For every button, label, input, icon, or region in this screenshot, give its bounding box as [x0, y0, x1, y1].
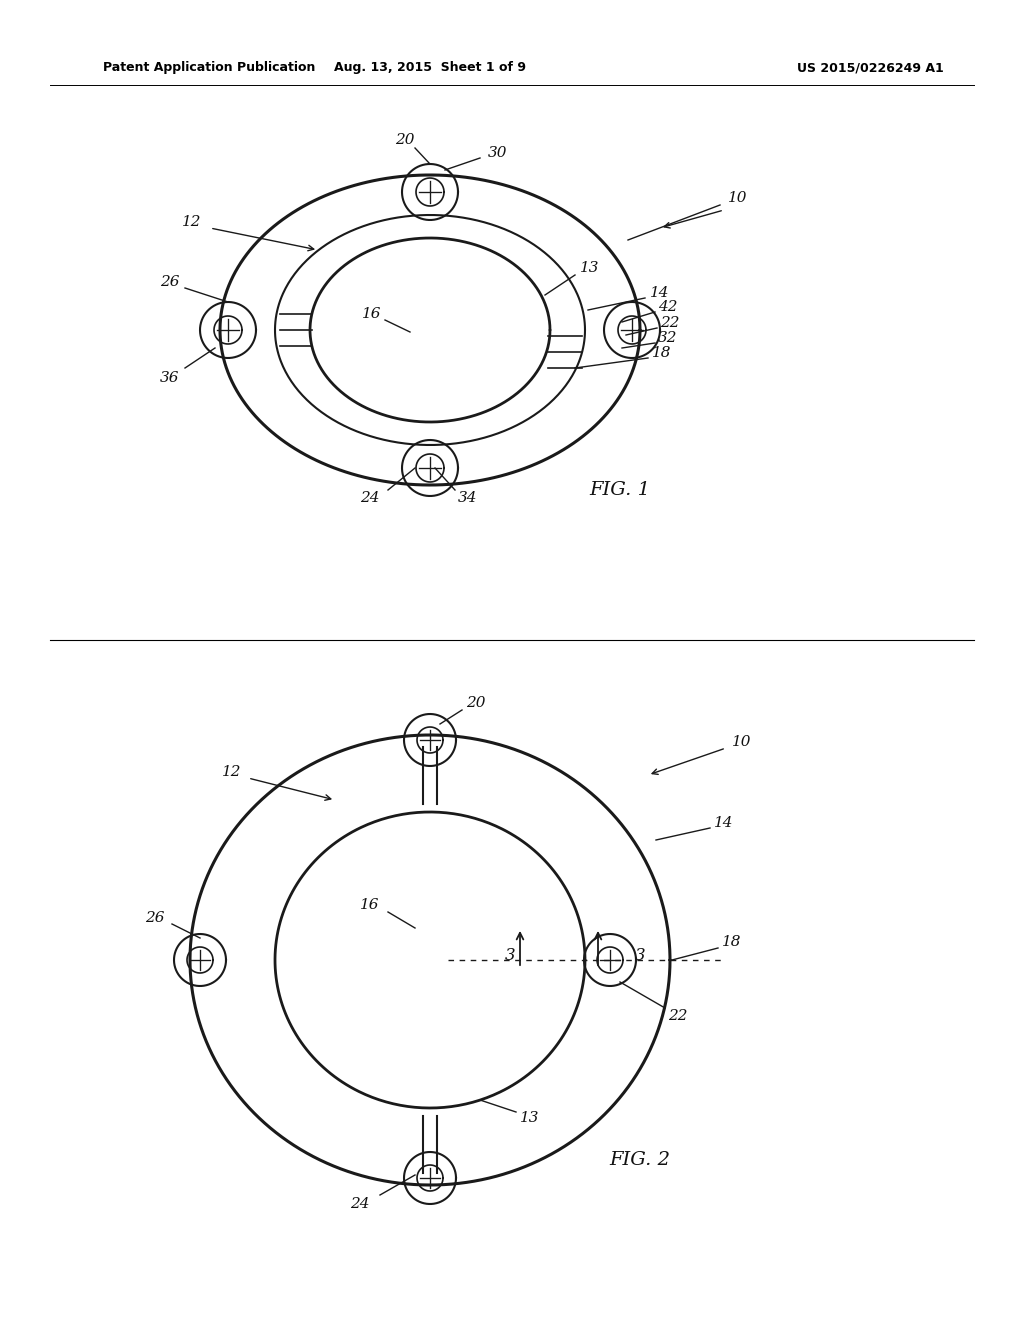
Text: 42: 42 — [658, 300, 678, 314]
Text: 34: 34 — [459, 491, 478, 506]
Text: 18: 18 — [652, 346, 672, 360]
Text: 20: 20 — [466, 696, 485, 710]
Text: 24: 24 — [360, 491, 380, 506]
Text: Aug. 13, 2015  Sheet 1 of 9: Aug. 13, 2015 Sheet 1 of 9 — [334, 62, 526, 74]
Text: US 2015/0226249 A1: US 2015/0226249 A1 — [797, 62, 943, 74]
Text: 36: 36 — [160, 371, 180, 385]
Text: 22: 22 — [660, 315, 680, 330]
Text: 10: 10 — [728, 191, 748, 205]
Text: 3: 3 — [635, 948, 645, 965]
Text: 24: 24 — [350, 1197, 370, 1210]
Text: 20: 20 — [395, 133, 415, 147]
Text: 10: 10 — [732, 735, 752, 748]
Text: 32: 32 — [658, 331, 678, 345]
Text: 13: 13 — [520, 1111, 540, 1125]
Text: FIG. 1: FIG. 1 — [590, 480, 650, 499]
Text: Patent Application Publication: Patent Application Publication — [103, 62, 315, 74]
Text: 14: 14 — [715, 816, 734, 830]
Text: 26: 26 — [160, 275, 180, 289]
Text: 26: 26 — [145, 911, 165, 925]
Text: 16: 16 — [362, 308, 382, 321]
Text: 30: 30 — [488, 147, 508, 160]
Text: 22: 22 — [669, 1008, 688, 1023]
Text: 13: 13 — [581, 261, 600, 275]
Text: FIG. 2: FIG. 2 — [609, 1151, 671, 1170]
Text: 18: 18 — [722, 935, 741, 949]
Text: 14: 14 — [650, 286, 670, 300]
Text: 12: 12 — [182, 215, 202, 228]
Text: 12: 12 — [222, 766, 242, 779]
Text: 16: 16 — [360, 898, 380, 912]
Text: 3: 3 — [505, 948, 515, 965]
